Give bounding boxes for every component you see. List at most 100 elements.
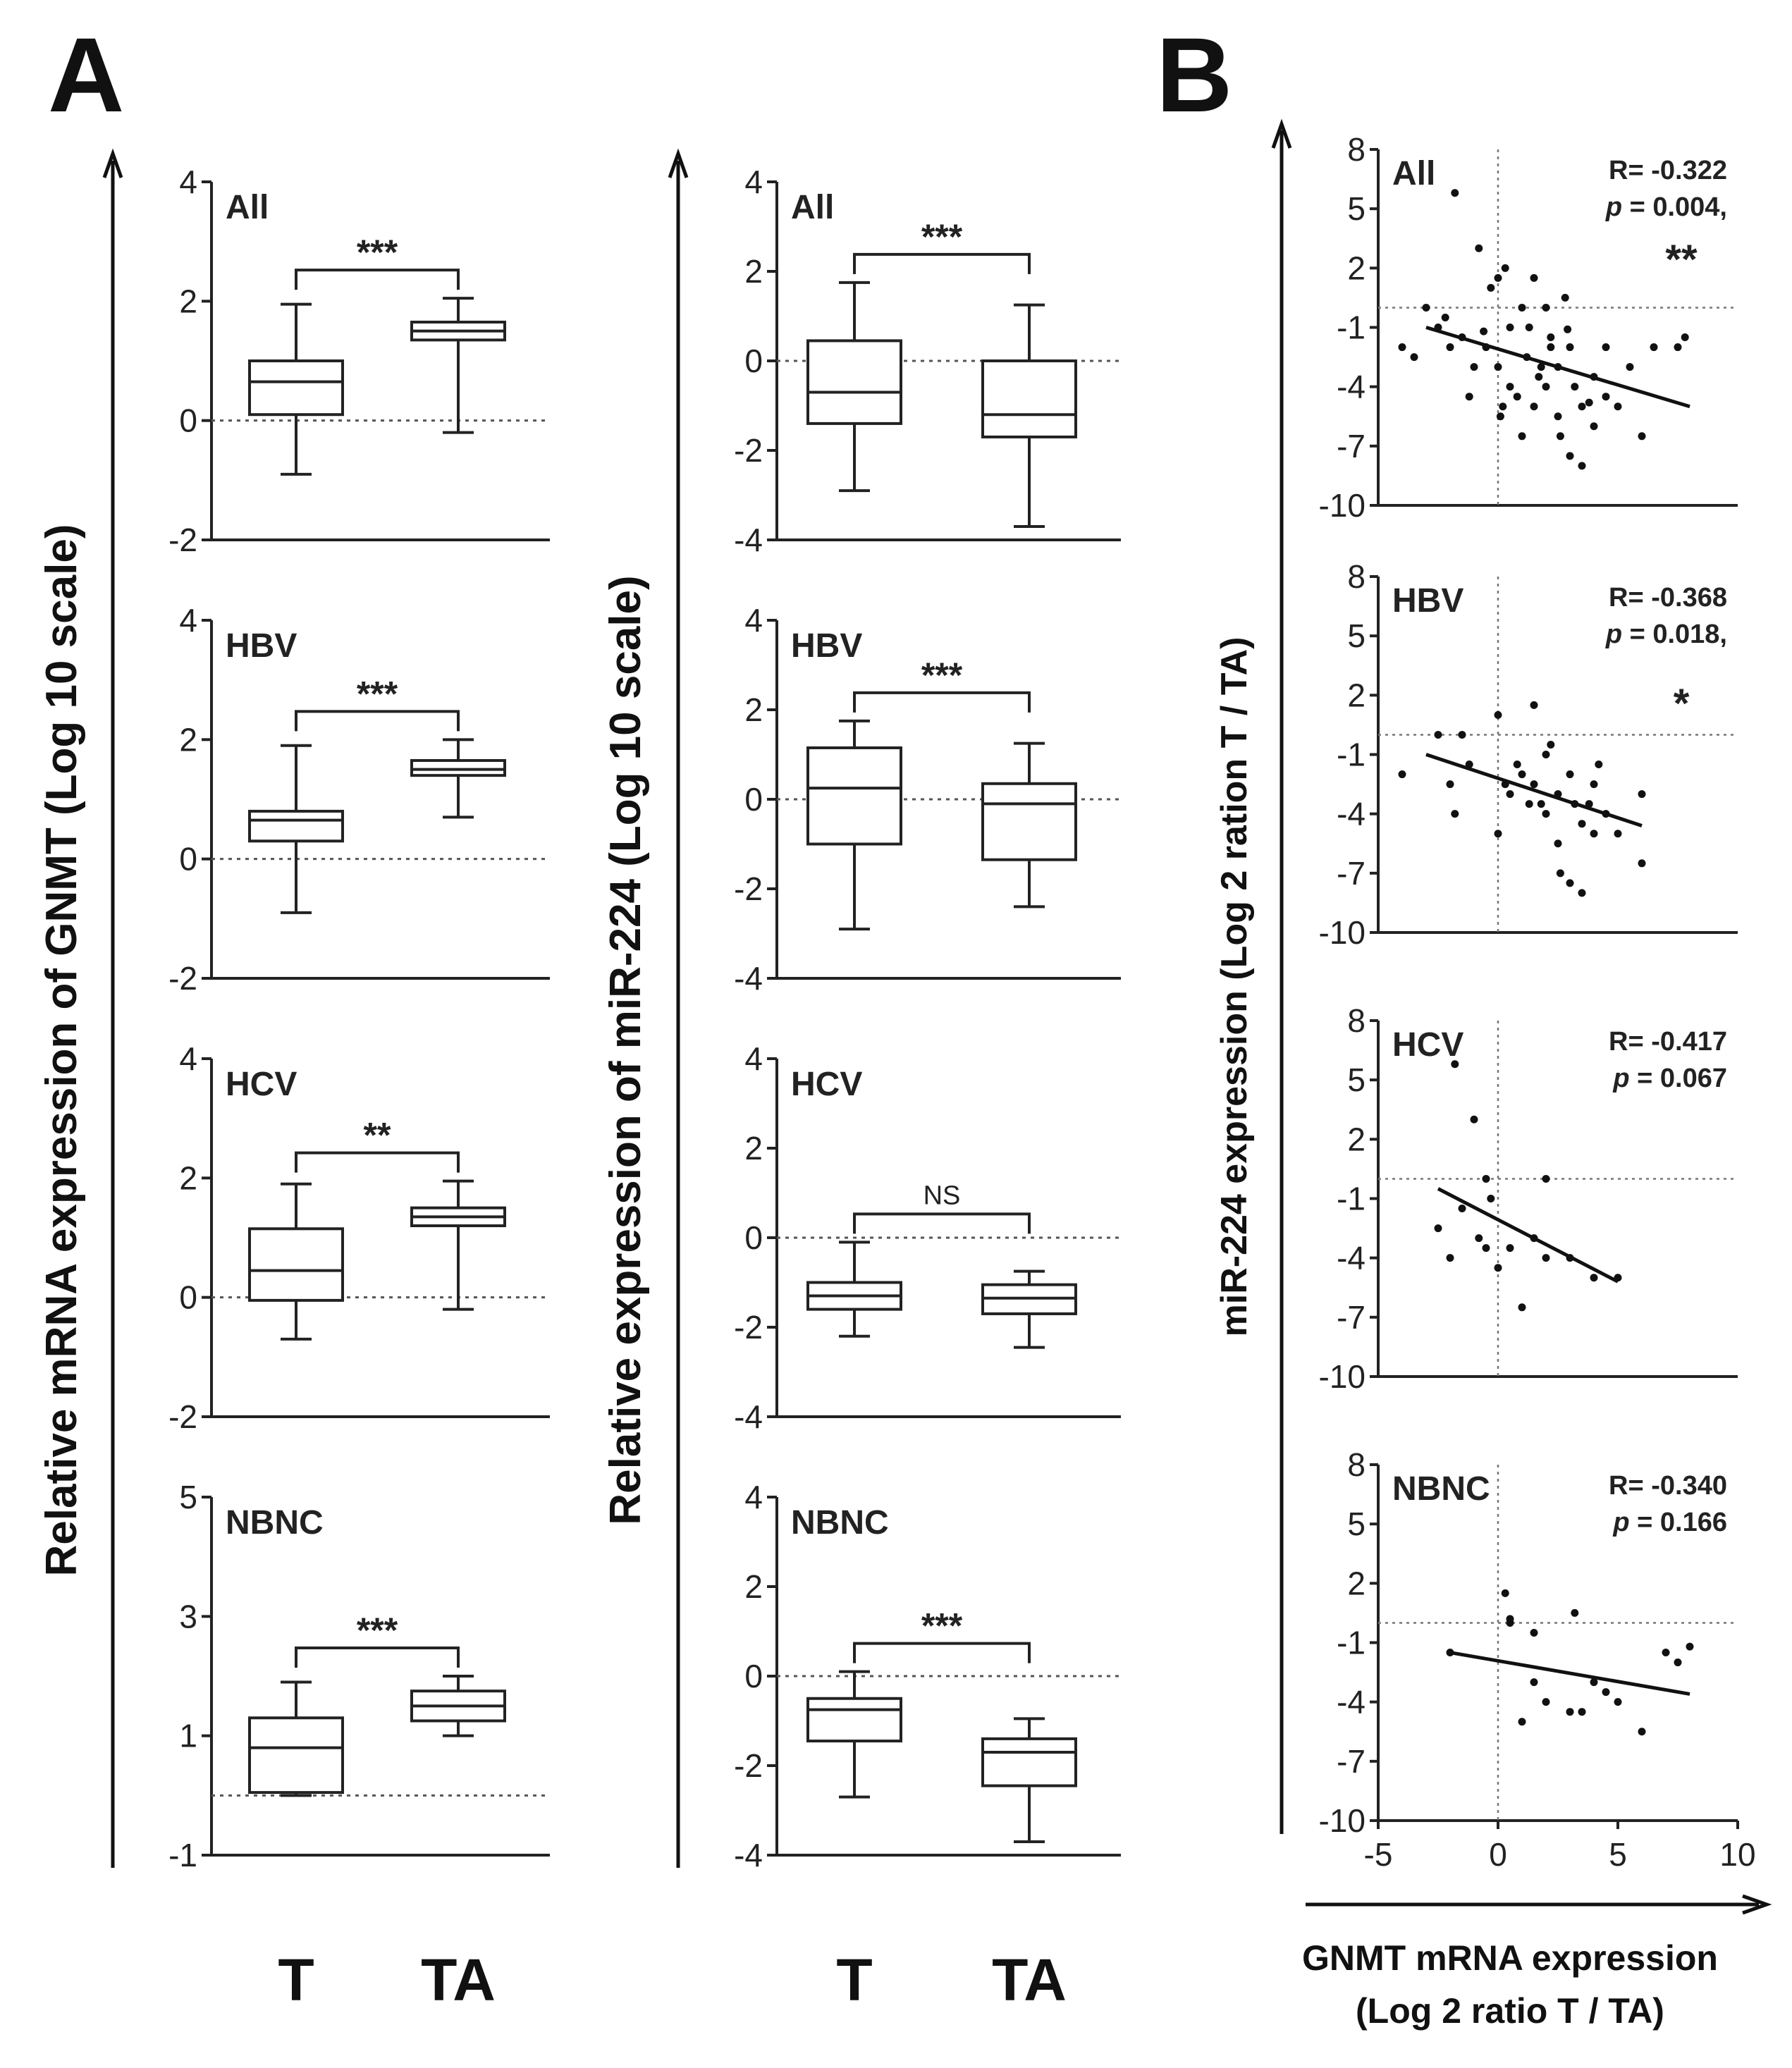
data-point: [1578, 462, 1586, 470]
r-value: R= -0.368: [1609, 583, 1727, 613]
p-value: p = 0.067: [1612, 1064, 1727, 1093]
data-point: [1674, 343, 1682, 352]
box-ta: [981, 359, 1077, 438]
y-tick-label: 5: [1347, 190, 1366, 227]
y-tick-label: 2: [179, 1159, 197, 1196]
data-point: [1681, 333, 1689, 342]
data-point: [1530, 273, 1538, 282]
significance-stars: **: [1665, 237, 1698, 283]
data-point: [1571, 383, 1579, 391]
data-point: [1566, 770, 1574, 779]
data-point: [1506, 1244, 1514, 1253]
data-point: [1451, 189, 1459, 197]
significance-label: ***: [357, 233, 398, 272]
data-point: [1470, 363, 1478, 371]
data-point: [1506, 1615, 1514, 1623]
r-value: R= -0.417: [1609, 1027, 1727, 1057]
mir224-y-title: Relative expression of miR-224 (Log 10 s…: [601, 575, 650, 1525]
y-tick-label: -4: [1337, 1684, 1366, 1721]
data-point: [1556, 432, 1564, 441]
data-point: [1506, 383, 1514, 391]
p-symbol: p: [1605, 620, 1630, 649]
y-tick-label: 4: [179, 602, 197, 639]
box-t: [248, 1227, 344, 1302]
data-point: [1458, 1205, 1466, 1213]
data-point: [1638, 859, 1646, 868]
data-point: [1547, 333, 1555, 342]
p-value: p = 0.018,: [1605, 620, 1727, 649]
data-point: [1482, 1174, 1490, 1183]
gnmt-panel-all: -2 0 2 4 All ***: [168, 164, 550, 558]
mir224-y-arrow: [668, 148, 689, 1868]
y-tick-label: 2: [744, 1568, 763, 1605]
data-point: [1422, 303, 1430, 312]
data-point: [1465, 393, 1473, 401]
data-point: [1506, 324, 1514, 331]
data-point: [1564, 325, 1572, 333]
box-t: [248, 809, 344, 843]
significance-label: ***: [357, 674, 398, 713]
data-point: [1547, 343, 1555, 352]
y-tick-label: -2: [734, 432, 763, 469]
x-tick-label: 5: [1609, 1836, 1627, 1873]
y-tick-label: 8: [1347, 1446, 1366, 1483]
panel-a-letter: A: [48, 16, 124, 134]
y-tick-label: -4: [1337, 796, 1366, 832]
gnmt-y-arrow: [102, 148, 123, 1868]
box-t: [248, 359, 344, 417]
mir224-panel-hbv: -4 -2 0 2 4 HBV ***: [734, 602, 1121, 997]
data-point: [1482, 1244, 1490, 1253]
data-point: [1542, 810, 1550, 818]
data-point: [1451, 810, 1459, 818]
y-tick-label: 2: [179, 283, 197, 319]
y-tick-label: -2: [168, 1398, 197, 1435]
data-point: [1446, 1254, 1454, 1262]
scatter-panel-hbv: -10 -7 -4 -1 2 5 8 HBV R= -0.368 p = 0.018, *: [1319, 558, 1738, 951]
data-point: [1578, 820, 1586, 828]
y-tick-label: -4: [1337, 1240, 1366, 1276]
data-point: [1554, 412, 1562, 421]
regression-line: [1437, 1187, 1619, 1284]
significance-label: NS: [923, 1181, 961, 1210]
data-point: [1513, 393, 1521, 401]
data-point: [1686, 1642, 1694, 1651]
significance-label: ***: [357, 1611, 398, 1650]
p-symbol: p: [1605, 192, 1630, 222]
data-point: [1446, 780, 1454, 789]
significance-bracket: [295, 710, 460, 732]
y-tick-label: -7: [1337, 855, 1366, 892]
y-tick-label: 0: [744, 781, 763, 818]
data-point: [1494, 830, 1502, 838]
data-point: [1518, 303, 1526, 312]
data-point: [1662, 1649, 1670, 1657]
y-tick-label: 5: [1347, 1061, 1366, 1098]
data-point: [1494, 710, 1502, 719]
significance-bracket: [295, 269, 460, 290]
group-label: HCV: [226, 1066, 297, 1103]
y-tick-label: -4: [1337, 369, 1366, 405]
p-number: = 0.166: [1637, 1508, 1727, 1537]
data-point: [1602, 1688, 1610, 1697]
data-point: [1530, 1678, 1538, 1687]
charts-layer: -2024All***-2024HBV***-2024HCV**-1135NBN…: [168, 131, 1755, 1873]
p-symbol: p: [1612, 1064, 1637, 1093]
data-point: [1518, 432, 1526, 441]
significance-label: **: [364, 1116, 391, 1155]
y-tick-label: 8: [1347, 131, 1366, 168]
y-tick-label: 4: [744, 602, 763, 639]
data-point: [1590, 422, 1598, 431]
group-label: NBNC: [791, 1504, 889, 1541]
y-tick-label: -10: [1319, 1358, 1366, 1395]
data-point: [1480, 327, 1488, 336]
box-t: [806, 746, 902, 846]
y-tick-label: -1: [1337, 1181, 1366, 1217]
y-tick-label: 0: [179, 402, 197, 439]
y-tick-label: -4: [734, 522, 763, 558]
data-point: [1578, 1708, 1586, 1716]
data-point: [1494, 1264, 1502, 1272]
data-point: [1566, 452, 1574, 460]
data-point: [1501, 264, 1509, 272]
y-tick-label: 2: [744, 253, 763, 290]
data-point: [1650, 343, 1658, 352]
